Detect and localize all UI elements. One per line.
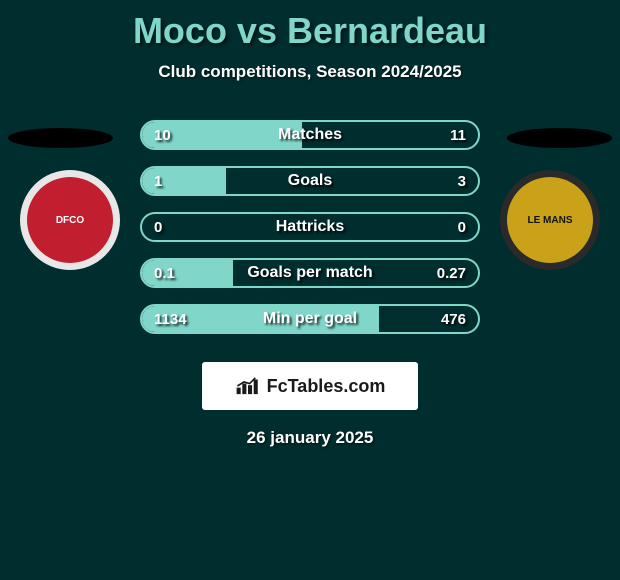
left-club-badge: DFCO <box>20 170 120 270</box>
watermark-text: FcTables.com <box>267 376 386 397</box>
stat-row: 31Goals <box>140 166 480 196</box>
stat-label: Min per goal <box>142 306 478 332</box>
infographic-root: Moco vs Bernardeau Club competitions, Se… <box>0 0 620 580</box>
left-shadow-ellipse <box>8 128 113 148</box>
left-club-badge-label: DFCO <box>27 177 113 263</box>
date-label: 26 january 2025 <box>0 428 620 448</box>
footer-area: FcTables.com 26 january 2025 <box>0 350 620 448</box>
stat-row: 4761134Min per goal <box>140 304 480 334</box>
right-club-badge-label: LE MANS <box>507 177 593 263</box>
stat-label: Matches <box>142 122 478 148</box>
page-title: Moco vs Bernardeau <box>0 0 620 52</box>
stat-row: 1110Matches <box>140 120 480 150</box>
stat-row: 00Hattricks <box>140 212 480 242</box>
stat-label: Goals per match <box>142 260 478 286</box>
right-shadow-ellipse <box>507 128 612 148</box>
watermark: FcTables.com <box>202 362 418 410</box>
subtitle: Club competitions, Season 2024/2025 <box>0 62 620 82</box>
right-club-badge: LE MANS <box>500 170 600 270</box>
stat-label: Goals <box>142 168 478 194</box>
stat-row: 0.270.1Goals per match <box>140 258 480 288</box>
comparison-bars: 1110Matches 31Goals 00Hattricks 0.270.1Goal… <box>140 120 480 350</box>
bar-chart-icon <box>235 376 261 396</box>
stat-label: Hattricks <box>142 214 478 240</box>
